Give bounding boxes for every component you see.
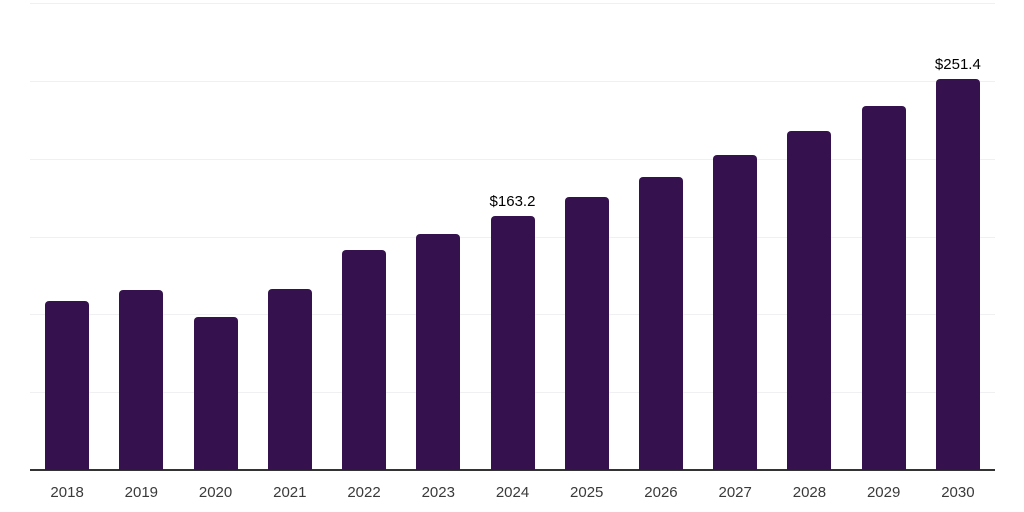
- gridline-200: [30, 159, 995, 160]
- bar-2026: [638, 176, 683, 470]
- x-tick-label-2018: 2018: [50, 484, 84, 501]
- x-tick-label-2022: 2022: [347, 484, 381, 501]
- bar-2030: [935, 78, 980, 470]
- gridline-300: [30, 3, 995, 4]
- bar-2023: [416, 233, 461, 470]
- bar-value-label-2030: $251.4: [934, 55, 981, 73]
- x-tick-label-2028: 2028: [792, 484, 827, 501]
- x-tick-label-2026: 2026: [644, 484, 678, 501]
- x-tick-label-2021: 2021: [273, 484, 307, 501]
- x-tick-label-2030: 2030: [941, 484, 975, 501]
- x-tick-label-2029: 2029: [866, 484, 901, 501]
- x-tick-label-2027: 2027: [718, 484, 752, 501]
- bar-2021: [267, 288, 312, 470]
- bar-2027: [713, 154, 758, 470]
- bar-2025: [564, 196, 609, 470]
- bar-2022: [342, 249, 387, 470]
- x-tick-label-2023: 2023: [421, 484, 455, 501]
- gridline-250: [30, 81, 995, 82]
- bar-2024: [490, 215, 535, 470]
- bar-value-label-2024: $163.2: [489, 192, 536, 210]
- bar-2028: [787, 131, 832, 470]
- x-tick-label-2025: 2025: [570, 484, 604, 501]
- bar-2018: [45, 301, 90, 470]
- x-tick-label-2024: 2024: [495, 484, 530, 501]
- bar-2029: [861, 105, 906, 470]
- bar-2020: [193, 316, 238, 470]
- x-tick-label-2020: 2020: [198, 484, 233, 501]
- x-axis-line: [30, 469, 995, 471]
- bar-2019: [119, 289, 164, 470]
- x-tick-label-2019: 2019: [124, 484, 159, 501]
